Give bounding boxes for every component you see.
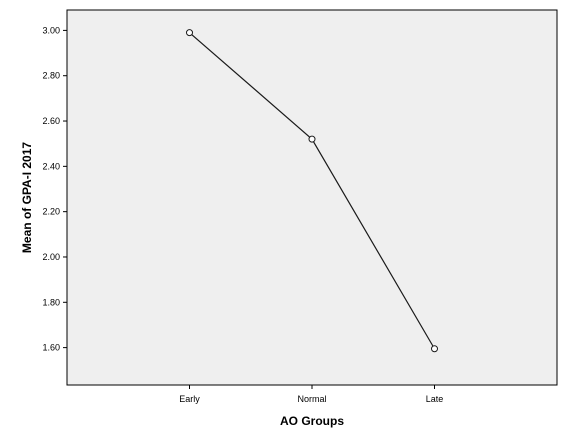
y-axis-title: Mean of GPA-I 2017 [20,142,34,253]
plot-area [66,9,558,386]
y-tick-label: 1.60 [42,343,60,353]
x-tick-label: Early [179,394,200,404]
y-axis-ticks: 1.60 1.80 2.00 2.20 2.40 2.60 2.80 3.00 [42,25,67,353]
x-tick-label: Late [426,394,444,404]
x-axis-ticks: Early Normal Late [179,385,443,404]
y-tick-label: 2.80 [42,71,60,81]
data-points [186,29,438,353]
data-point [186,29,193,37]
data-point [431,345,438,353]
x-axis-title: AO Groups [280,414,344,428]
y-tick-label: 3.00 [42,25,60,35]
x-tick-label: Normal [297,394,326,404]
y-tick-label: 2.20 [42,207,60,217]
y-tick-label: 2.60 [42,116,60,126]
y-tick-label: 2.00 [42,252,60,262]
y-tick-label: 1.80 [42,297,60,307]
y-tick-label: 2.40 [42,161,60,171]
data-point [308,135,316,143]
